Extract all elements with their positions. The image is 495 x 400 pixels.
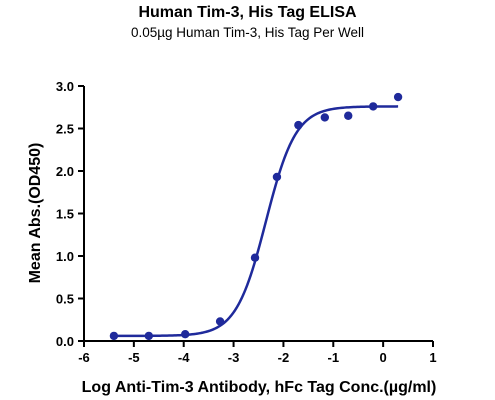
- x-axis-label: Log Anti-Tim-3 Antibody, hFc Tag Conc.(µ…: [82, 379, 437, 396]
- axes: -6 -5 -4 -3 -2 -1 0 1 0.0 0.5 1.0 1.5 2.0 2.5 3.0: [56, 79, 437, 365]
- y-tick-label: 0.0: [56, 334, 74, 349]
- data-point: [320, 113, 330, 122]
- x-tick-label: -2: [278, 350, 290, 365]
- x-tick-label: -5: [128, 350, 140, 365]
- y-axis-label: Mean Abs.(OD450): [27, 143, 44, 284]
- data-point: [144, 331, 154, 341]
- y-tick-label: 0.5: [56, 292, 74, 307]
- y-tick-label: 1.5: [56, 207, 74, 222]
- data-point: [272, 172, 282, 182]
- x-tick-label: -1: [328, 350, 340, 365]
- y-tick-label: 2.0: [56, 164, 74, 179]
- fit-curve-layer: [113, 105, 399, 338]
- data-point: [294, 120, 303, 130]
- x-tick-label: 0: [380, 350, 387, 365]
- data-point: [368, 102, 378, 111]
- data-point: [344, 111, 353, 120]
- y-tick-label: 2.5: [56, 122, 74, 137]
- chart-subtitle: 0.05µg Human Tim-3, His Tag Per Well: [130, 25, 365, 40]
- fit-curve: [113, 105, 399, 338]
- x-tick-label: -4: [178, 350, 190, 365]
- data-point: [215, 317, 225, 326]
- data-point: [250, 253, 260, 262]
- data-point: [109, 331, 119, 341]
- y-tick-label: 1.0: [56, 249, 74, 264]
- data-point: [181, 330, 190, 339]
- chart-title: Human Tim-3, His Tag ELISA: [138, 4, 357, 21]
- y-tick-label: 3.0: [56, 79, 74, 94]
- x-tick-label: -3: [228, 350, 240, 365]
- x-tick-label: -6: [78, 350, 90, 365]
- x-tick-label: 1: [429, 350, 436, 365]
- data-points-layer: [109, 92, 403, 341]
- data-point: [393, 92, 403, 102]
